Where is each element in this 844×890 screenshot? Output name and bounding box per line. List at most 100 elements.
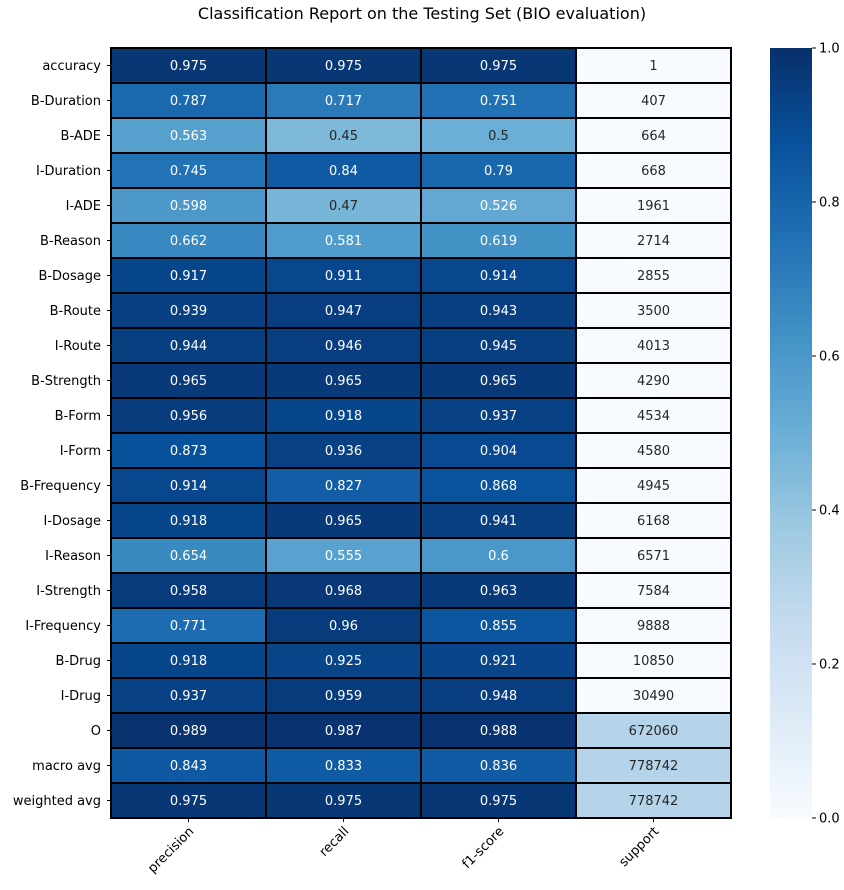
cell-label: 0.921 — [480, 654, 517, 669]
heatmap-cell-i-drug-f1-score — [420, 677, 577, 714]
cell-label: 0.936 — [325, 444, 362, 459]
heatmap-cell-b-dosage-precision — [110, 257, 267, 294]
heatmap-cell-b-route-support — [575, 292, 732, 329]
cell-label: 0.914 — [480, 269, 517, 284]
cell-label: 0.868 — [480, 479, 517, 494]
cell-label: 0.943 — [480, 304, 517, 319]
cell-label: 0.619 — [480, 234, 517, 249]
cell-label: 0.914 — [170, 479, 207, 494]
cell-label: 0.958 — [170, 584, 207, 599]
colorbar-tick-label: 0.4 — [819, 504, 840, 519]
cell-label: 0.965 — [170, 374, 207, 389]
heatmap-cell-i-strength-f1-score — [420, 572, 577, 609]
cell-label: 0.787 — [170, 94, 207, 109]
colorbar-tick-label: 0.2 — [819, 658, 840, 673]
colorbar-tick-label: 0.0 — [819, 812, 840, 827]
heatmap-cell-b-reason-support — [575, 222, 732, 259]
cell-label: 0.975 — [325, 794, 362, 809]
cell-label: 0.948 — [480, 689, 517, 704]
cell-label: 0.945 — [480, 339, 517, 354]
cell-label: 0.526 — [480, 199, 517, 214]
cell-label: 0.975 — [480, 59, 517, 74]
cell-label: 0.937 — [480, 409, 517, 424]
y-tick-label: I-Reason — [45, 549, 101, 564]
y-tick-label: I-Route — [55, 339, 101, 354]
colorbar-gradient — [770, 48, 812, 818]
y-tick-label: accuracy — [42, 59, 101, 74]
heatmap-cell-i-dosage-support — [575, 502, 732, 539]
cell-label: 0.975 — [170, 59, 207, 74]
x-axis-labels: precision recall f1-score support — [145, 818, 662, 876]
colorbar-tick-label: 0.8 — [819, 196, 840, 211]
cell-label: 4945 — [637, 479, 670, 494]
x-tick-label: support — [616, 824, 662, 870]
chart-title: Classification Report on the Testing Set… — [197, 4, 647, 23]
cell-label: 0.855 — [480, 619, 517, 634]
cell-label: 0.45 — [329, 129, 358, 144]
cell-label: 0.989 — [170, 724, 207, 739]
cell-label: 0.925 — [325, 654, 362, 669]
cell-label: 0.988 — [480, 724, 517, 739]
cell-label: 0.79 — [484, 164, 513, 179]
heatmap-cell-i-duration-precision — [110, 152, 267, 189]
x-tick-label: recall — [317, 824, 353, 860]
heatmap-cell-b-strength-support — [575, 362, 732, 399]
heatmap-cell-i-reason-support — [575, 537, 732, 574]
colorbar-tick-label: 0.6 — [819, 350, 840, 365]
cell-label: 0.563 — [170, 129, 207, 144]
cell-label: 0.843 — [170, 759, 207, 774]
heatmap-cell-b-strength-f1-score — [420, 362, 577, 399]
y-tick-label: B-Drug — [56, 654, 101, 669]
cell-label: 778742 — [629, 759, 679, 774]
y-tick-label: B-Dosage — [38, 269, 101, 284]
cell-label: 0.946 — [325, 339, 362, 354]
cell-label: 407 — [641, 94, 666, 109]
cell-label: 0.771 — [170, 619, 207, 634]
y-tick-label: I-Drug — [61, 689, 101, 704]
cell-label: 664 — [641, 129, 666, 144]
heatmap-cell-b-route-f1-score — [420, 292, 577, 329]
heatmap-cell-i-route-recall — [265, 327, 422, 364]
cell-label: 0.975 — [170, 794, 207, 809]
heatmap-cell-i-reason-f1-score — [420, 537, 577, 574]
cell-label: 0.555 — [325, 549, 362, 564]
y-tick-label: B-Strength — [31, 374, 101, 389]
cell-label: 2855 — [637, 269, 670, 284]
cell-label: 3500 — [637, 304, 670, 319]
cell-label: 0.84 — [329, 164, 358, 179]
cell-label: 10850 — [633, 654, 674, 669]
cell-label: 0.598 — [170, 199, 207, 214]
heatmap-cell-b-duration-recall — [265, 82, 422, 119]
cell-label: 0.975 — [325, 59, 362, 74]
y-tick-label: B-Form — [55, 409, 101, 424]
cell-label: 0.965 — [325, 514, 362, 529]
cell-label: 0.904 — [480, 444, 517, 459]
cell-label: 4013 — [637, 339, 670, 354]
cell-label: 0.662 — [170, 234, 207, 249]
heatmap-cell-i-duration-recall — [265, 152, 422, 189]
cell-label: 0.654 — [170, 549, 207, 564]
x-tick-label: f1-score — [460, 824, 508, 872]
heatmap-cell-o-precision — [110, 712, 267, 749]
heatmap-cell-i-ade-recall — [265, 187, 422, 224]
cell-label: 0.937 — [170, 689, 207, 704]
heatmap-cell-b-form-f1-score — [420, 397, 577, 434]
cell-label: 4534 — [637, 409, 670, 424]
heatmap-cell-i-drug-precision — [110, 677, 267, 714]
y-tick-label: I-Form — [60, 444, 101, 459]
cell-label: 0.833 — [325, 759, 362, 774]
heatmap-cell-b-duration-f1-score — [420, 82, 577, 119]
x-tick-label: precision — [145, 824, 197, 876]
cell-label: 0.745 — [170, 164, 207, 179]
heatmap-cell-b-drug-support — [575, 642, 732, 679]
heatmap-cell-i-duration-support — [575, 152, 732, 189]
cell-label: 0.987 — [325, 724, 362, 739]
cell-label: 1961 — [637, 199, 670, 214]
heatmap-cell-i-dosage-f1-score — [420, 502, 577, 539]
cell-label: 0.959 — [325, 689, 362, 704]
cell-label: 6571 — [637, 549, 670, 564]
cell-label: 0.6 — [488, 549, 509, 564]
y-tick-label: I-Frequency — [25, 619, 101, 634]
cell-label: 0.965 — [480, 374, 517, 389]
